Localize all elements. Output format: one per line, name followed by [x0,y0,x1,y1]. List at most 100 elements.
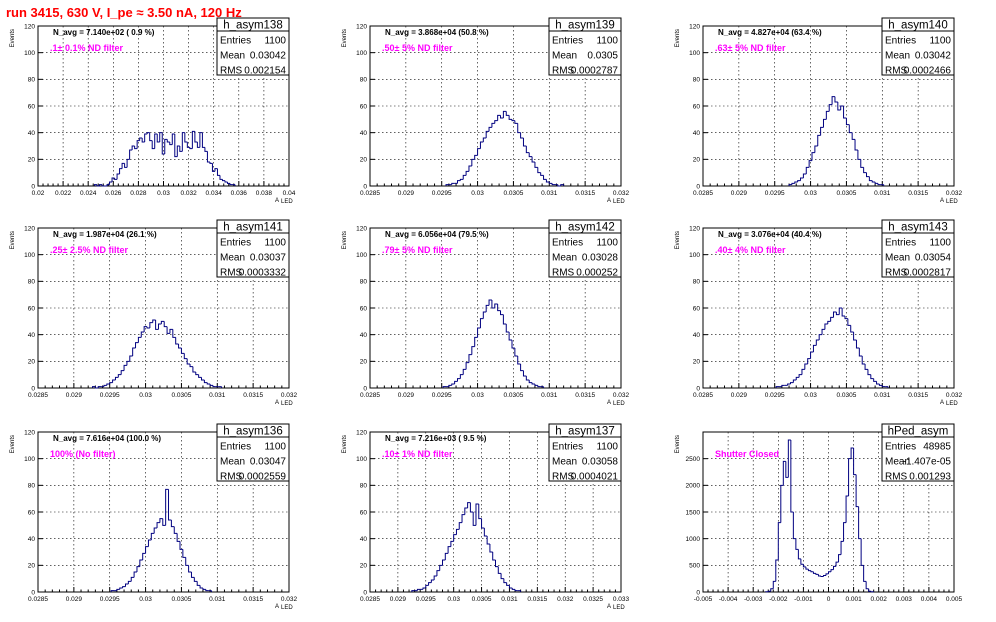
histogram-bin [117,374,122,378]
y-axis-title: Events [10,231,16,249]
histogram-bin [870,591,874,593]
stats-title: h_asym142 [555,222,614,234]
x-tick-label: 0.0315 [527,596,547,603]
histogram-bin [820,126,824,136]
histogram-bin [474,336,478,347]
x-tick-label: -0.001 [794,596,813,603]
histogram-bin [183,353,188,360]
histogram-bin [124,583,129,587]
x-tick-label: 0.0285 [360,596,380,603]
y-tick-label: 80 [28,77,36,84]
histogram-bin [178,344,182,349]
stats-title: h_asym140 [888,20,947,32]
x-tick-label: -0.005 [694,596,713,603]
x-tick-label: 0.0305 [836,392,856,399]
y-tick-label: 100 [689,252,700,259]
histogram-bin [141,138,145,143]
x-axis-subscript: LED [946,401,958,407]
y-axis-title: Events [675,29,681,47]
histogram-bin [833,565,837,570]
navg-label: N_avg = 7.216e+03 ( 9.5 %) [385,434,487,443]
histogram-bin [475,503,479,526]
histogram-bin [170,520,175,528]
histogram-panel-h_asym138: 0.02 0.022 0.024 0.026 0.028 0.03 0.032 0.034 0.… [10,17,296,205]
stats-mean-value: 0.03047 [250,457,287,468]
histogram-bin [814,145,818,153]
y-tick-label: 20 [28,157,36,164]
histogram-bin [162,518,166,526]
x-tick-label: 0.029 [66,596,83,603]
stats-box: h_asym140 Entries 1100 Mean 0.03042 RMS0.0002… [881,17,955,77]
stats-box-frame [548,423,622,482]
stats-mean-label: Mean [220,253,245,264]
stats-box: h_asym138 Entries 1100 Mean 0.03042 RMS 0.0021… [216,17,290,77]
histogram-bin [195,372,199,376]
histogram-bin [454,380,458,384]
histogram-bin [835,561,839,567]
y-tick-label: 60 [360,509,368,516]
histogram-bin [116,588,120,591]
histogram-bin [798,374,802,378]
histogram-bin [495,560,499,568]
histogram-bin [792,512,796,540]
plot-frame [702,25,955,187]
y-tick-label: 100 [689,50,700,57]
x-axis-subscript: LED [613,605,625,611]
histogram-bin [833,311,837,318]
histogram-bin [491,300,495,309]
histogram-bin [126,360,130,366]
stats-title: h_asym143 [888,222,947,234]
histogram-bin [139,559,143,567]
histogram-panel-h_asym141: 0.0285 0.029 0.0295 0.03 0.0305 0.031 0.0315 0.… [10,219,298,407]
histogram-bin [502,314,507,325]
stats-entries-value: 1100 [596,36,618,47]
x-tick-label: -0.003 [744,596,763,603]
x-tick-label: 0.029 [731,392,748,399]
histogram-bin [881,385,886,388]
histogram-bin [189,364,193,368]
histogram-bin [864,364,868,370]
y-tick-label: 120 [356,225,367,232]
x-tick-label: 0.032 [613,190,630,197]
navg-label: N_avg = 3.076e+04 (40.4 %) [718,230,822,239]
histogram-bin [517,123,521,134]
histogram-bin [176,145,180,157]
y-tick-label: 60 [693,103,701,110]
histogram-bin [184,132,188,143]
histogram-bin [472,512,476,526]
x-tick-label: 0.029 [398,190,415,197]
histogram-bin [479,318,484,328]
histogram-bin [447,546,451,554]
x-tick-label: 0.0295 [432,190,452,197]
stats-rms-label: RMS [220,268,243,279]
x-tick-label: 0.032 [180,190,197,197]
x-tick-label: 0.038 [256,190,273,197]
histogram-bin [471,158,475,166]
histogram-bin [821,328,825,335]
x-tick-label: 0.029 [731,190,748,197]
y-tick-label: 80 [360,279,368,286]
x-tick-label: 0.0295 [100,392,120,399]
histogram-bin [514,120,518,124]
histogram-bin [97,386,102,388]
histogram-bin [818,334,823,340]
histogram-bin [853,332,857,341]
histogram-bin [855,340,860,349]
histogram-bin [186,142,190,148]
stats-rms-label: RMS [220,66,243,77]
x-tick-label: 0.032 [281,392,298,399]
x-axis-subscript: LED [613,401,625,407]
histogram-bin [874,182,878,184]
histogram-bin [482,137,487,142]
navg-label: N_avg = 6.056e+04 (79.5 %) [385,230,489,239]
x-tick-label: 0.001 [845,596,862,603]
x-tick-label: 0 [827,596,831,603]
x-tick-label: 0.0305 [171,392,191,399]
filter-label: .63± 5% ND filter [715,43,786,53]
histogram-bin [202,588,206,590]
histogram-bin [203,380,208,384]
stats-rms-label: RMS [885,66,908,77]
y-tick-label: 80 [28,279,36,286]
histogram-bin [508,585,513,589]
y-tick-label: 80 [28,483,36,490]
